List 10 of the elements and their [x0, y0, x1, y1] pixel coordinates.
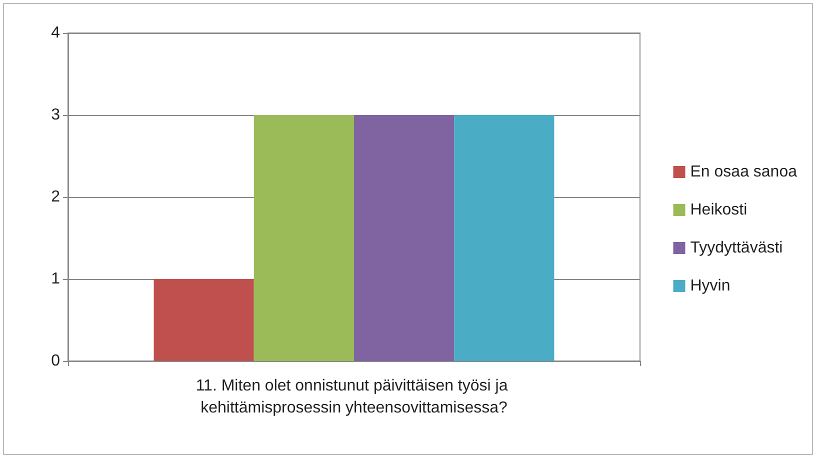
y-tick-label: 1 — [51, 270, 60, 288]
y-tick-label: 4 — [51, 24, 60, 42]
y-tick-label: 3 — [51, 106, 60, 124]
y-tick-label: 0 — [51, 352, 60, 370]
y-tick-label: 2 — [51, 188, 60, 206]
legend-label: Heikosti — [690, 202, 748, 218]
legend-label: En osaa sanoa — [690, 164, 798, 180]
legend-label: Hyvin — [690, 278, 730, 294]
x-tick-label: 11. Miten olet onnistunut päivittäisen työsi ja kehittämisprosessin yhteensovittamisessa? — [196, 378, 512, 416]
legend-label: Tyydyttävästi — [690, 240, 783, 256]
